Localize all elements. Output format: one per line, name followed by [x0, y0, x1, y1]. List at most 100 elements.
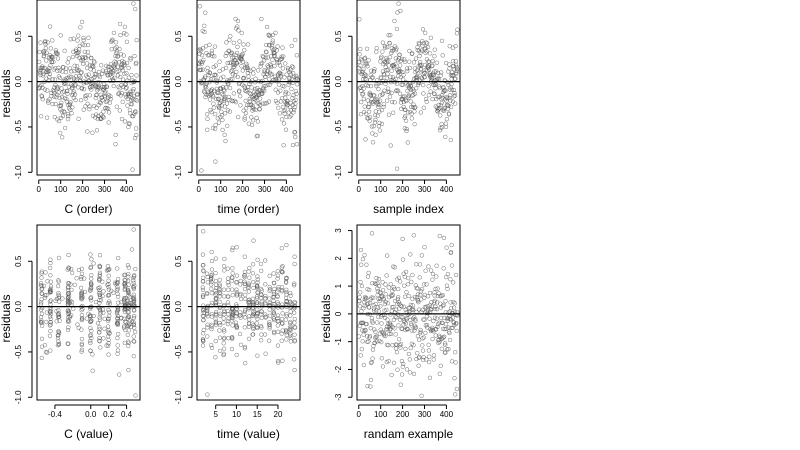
data-point — [449, 359, 455, 364]
data-point — [380, 91, 386, 96]
data-point — [52, 77, 58, 82]
data-point — [389, 293, 394, 299]
data-point — [431, 357, 436, 362]
y-tick-label: -0.5 — [14, 120, 23, 134]
data-point — [275, 313, 281, 318]
data-point — [224, 40, 229, 45]
data-point — [200, 287, 206, 293]
data-point — [122, 277, 127, 283]
data-point — [209, 322, 214, 327]
data-point — [371, 308, 377, 313]
data-point — [40, 65, 46, 71]
data-point — [435, 109, 440, 114]
data-point — [60, 69, 65, 74]
data-point — [131, 298, 136, 304]
data-point — [101, 87, 106, 93]
data-point — [373, 281, 379, 287]
data-point — [250, 104, 256, 109]
data-point — [292, 129, 298, 135]
data-point — [230, 275, 235, 280]
data-point — [200, 293, 206, 298]
data-point — [393, 48, 399, 53]
data-point — [284, 313, 289, 319]
data-point — [218, 313, 223, 318]
data-point — [411, 342, 416, 348]
data-point — [448, 317, 453, 322]
data-point — [115, 64, 120, 69]
data-point — [39, 287, 44, 292]
data-point — [81, 37, 86, 43]
data-point — [370, 140, 376, 145]
data-point — [56, 312, 61, 318]
data-point — [385, 45, 390, 50]
data-point — [81, 87, 87, 92]
data-point — [39, 311, 45, 316]
data-point — [82, 276, 87, 281]
data-point — [128, 89, 133, 94]
data-point — [394, 342, 399, 347]
data-point — [366, 305, 372, 310]
data-point — [102, 95, 108, 100]
data-point — [428, 89, 433, 94]
data-point — [86, 35, 91, 40]
data-point — [209, 326, 214, 332]
data-point — [132, 325, 137, 330]
data-point — [292, 367, 297, 373]
data-point — [97, 74, 103, 80]
data-point — [404, 290, 409, 295]
scatter-panel-4: -0.4 0.0 0.2 0.4C (value)-1.0-0.50.00.5resi… — [0, 224, 141, 441]
data-point — [289, 76, 295, 81]
data-point — [265, 69, 270, 74]
data-point — [229, 50, 234, 55]
data-point — [388, 74, 393, 79]
data-point — [66, 113, 71, 119]
data-point — [48, 328, 53, 334]
data-point — [292, 325, 298, 330]
data-point — [395, 367, 400, 372]
data-point — [132, 329, 138, 335]
x-axis-title: C (order) — [64, 202, 112, 216]
data-point — [267, 303, 272, 309]
data-point — [38, 283, 44, 288]
data-point — [133, 6, 138, 12]
data-point — [56, 292, 61, 297]
data-point — [43, 349, 49, 355]
data-point — [245, 65, 250, 71]
data-point — [288, 327, 293, 332]
data-point — [434, 60, 439, 65]
data-point — [127, 107, 133, 113]
data-point — [420, 43, 425, 48]
data-point — [439, 38, 445, 43]
data-point — [396, 337, 402, 342]
data-point — [424, 41, 430, 46]
y-tick-label: 0.0 — [174, 75, 183, 87]
data-point — [453, 392, 458, 397]
data-point — [105, 99, 110, 104]
data-point — [259, 309, 264, 314]
data-point — [432, 54, 437, 59]
data-point — [275, 323, 280, 328]
data-point — [205, 311, 210, 316]
data-point — [418, 110, 423, 115]
y-tick-label: -0.5 — [334, 120, 343, 134]
data-point — [78, 98, 84, 103]
data-point — [359, 262, 364, 267]
data-point — [271, 280, 277, 285]
data-point — [389, 68, 394, 73]
data-point — [286, 82, 291, 87]
y-axis-title: residuals — [0, 294, 13, 342]
data-point — [362, 252, 367, 258]
data-point — [275, 316, 280, 321]
data-point — [65, 296, 71, 301]
data-point — [395, 297, 400, 302]
data-point — [290, 142, 296, 148]
data-point — [72, 282, 77, 287]
plot-frame — [356, 224, 461, 401]
data-point — [240, 68, 245, 73]
data-point — [384, 324, 390, 329]
data-point — [97, 317, 103, 322]
data-point — [372, 340, 377, 346]
data-point — [65, 341, 70, 346]
data-point — [234, 290, 239, 295]
